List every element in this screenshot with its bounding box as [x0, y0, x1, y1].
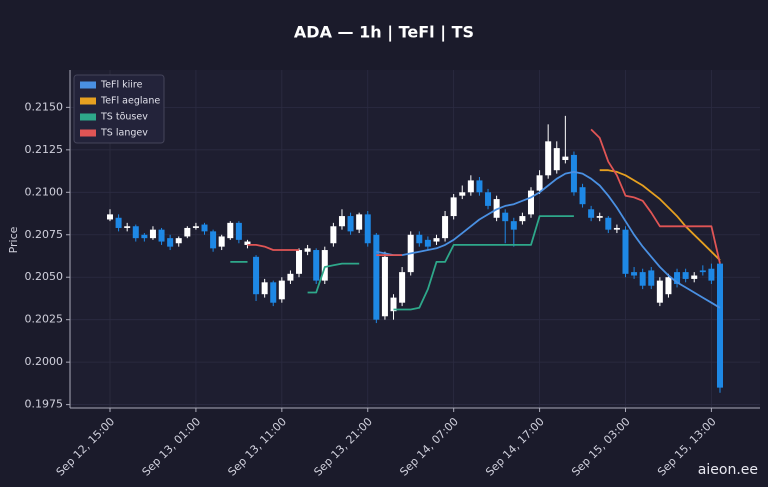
candle-body [416, 234, 423, 244]
candle-body [192, 226, 199, 228]
candle-body [442, 216, 449, 239]
candle-body [717, 263, 723, 388]
series-line [230, 215, 574, 311]
legend-swatch [80, 129, 96, 137]
series-line [599, 169, 721, 261]
legend-label: TS tõusev [100, 112, 148, 123]
candle-body [390, 297, 397, 312]
series-line [376, 171, 721, 309]
candle-body [527, 190, 534, 215]
candle-body [356, 214, 363, 230]
watermark: aieon.ee [698, 462, 758, 478]
candle-body [235, 222, 242, 240]
candle-body [682, 272, 689, 279]
candle-body [278, 280, 285, 300]
y-tick-label: 0.2025 [25, 313, 64, 326]
chart-title: ADA — 1h | TeFl | TS [294, 23, 474, 43]
legend-swatch [80, 113, 96, 121]
y-tick-label: 0.2125 [25, 143, 64, 156]
candle-body [588, 209, 595, 218]
candle-body [373, 234, 380, 320]
candle-body [253, 256, 260, 295]
candle-body [476, 180, 483, 193]
candle-body [167, 238, 174, 247]
candle-body [107, 214, 113, 220]
candle-body [304, 248, 311, 252]
candle-body [227, 222, 234, 239]
candle-body [553, 148, 560, 171]
candle-body [296, 250, 303, 274]
legend-box [73, 74, 165, 144]
candle-body [510, 221, 517, 230]
legend-swatch [80, 81, 96, 89]
candle-body [132, 226, 139, 239]
candle-body [115, 217, 122, 228]
legend-label: TS langev [100, 128, 148, 139]
candle-body [433, 238, 440, 242]
candle-body [450, 197, 457, 217]
candle-body [210, 231, 217, 249]
candle-body [579, 187, 586, 205]
candle-body [656, 280, 663, 303]
candle-body [141, 234, 148, 239]
candle-body [699, 270, 706, 273]
candle-body [708, 268, 715, 281]
candle-body [201, 224, 208, 232]
candle-body [313, 250, 320, 281]
candle-body [184, 227, 191, 237]
candle-body [244, 241, 251, 245]
plot-area [70, 70, 760, 408]
y-axis-label: Price [7, 226, 20, 253]
y-tick-label: 0.2100 [25, 185, 64, 198]
candle-body [381, 256, 388, 317]
legend-label: TeFl kiire [100, 80, 143, 91]
y-tick-label: 0.2050 [25, 270, 64, 283]
candle-body [218, 236, 225, 247]
candle-body [330, 226, 337, 244]
candle-body [467, 180, 474, 193]
candle-body [424, 239, 431, 247]
candle-body [321, 250, 328, 281]
candle-body [287, 273, 294, 281]
candle-body [562, 156, 569, 161]
legend-label: TeFl aeglane [100, 96, 160, 107]
candle-body [631, 272, 638, 276]
candle-body [124, 226, 131, 228]
series-line [247, 128, 721, 264]
candle-body [399, 272, 406, 303]
candle-body [613, 227, 620, 230]
candle-body [648, 270, 655, 286]
y-tick-label: 0.2150 [25, 100, 64, 113]
legend-swatch [80, 97, 96, 105]
candle-body [570, 154, 577, 193]
candle-body [545, 141, 552, 176]
y-tick-label: 0.2075 [25, 228, 64, 241]
candle-body [364, 214, 371, 244]
candle-body [338, 216, 345, 227]
candle-body [691, 275, 698, 279]
candle-body [536, 175, 543, 191]
candle-body [519, 216, 526, 222]
candle-body [149, 229, 156, 239]
candle-body [485, 192, 492, 206]
y-tick-label: 0.1975 [25, 398, 64, 411]
candle-body [158, 229, 165, 242]
candle-body [502, 212, 509, 222]
candle-body [622, 229, 629, 274]
candle-body [270, 282, 277, 303]
candle-body [347, 216, 354, 232]
candle-body [261, 282, 268, 295]
candle-body [596, 216, 603, 218]
candle-body [674, 272, 681, 285]
candle-body [605, 217, 612, 230]
candle-body [665, 277, 672, 295]
candle-body [459, 192, 466, 196]
candle-body [175, 238, 182, 244]
candle-body [639, 272, 646, 286]
y-tick-label: 0.2000 [25, 355, 64, 368]
